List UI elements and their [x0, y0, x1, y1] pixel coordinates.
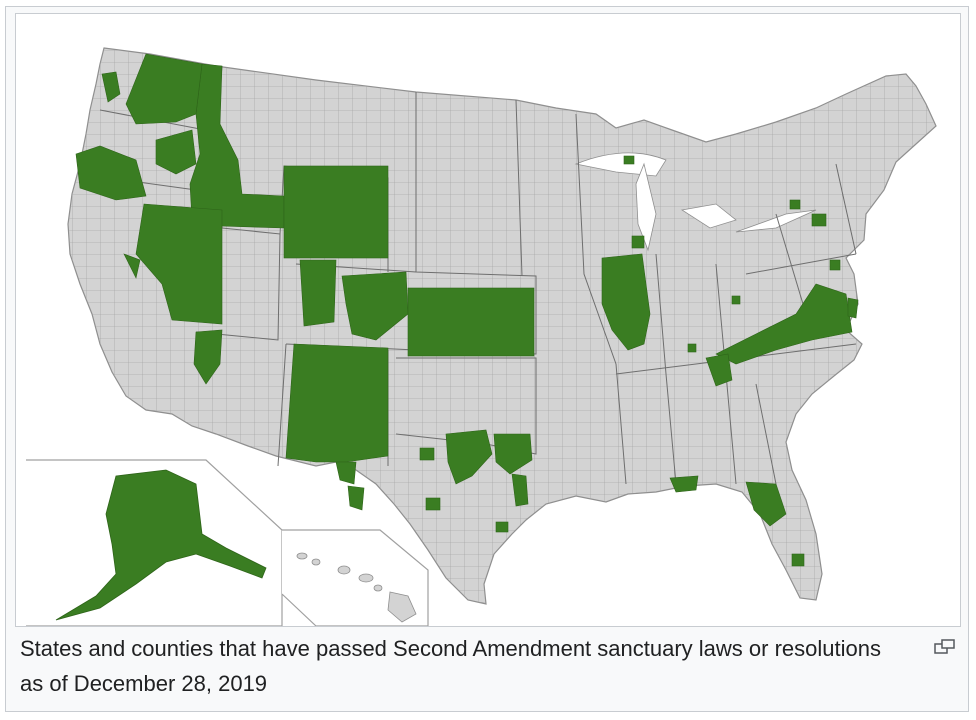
sanctuary-map[interactable]	[15, 13, 961, 627]
figure-thumbnail: States and counties that have passed Sec…	[5, 6, 969, 712]
region-texas	[445, 429, 493, 485]
region-illinois	[601, 253, 651, 351]
region-oregon	[75, 145, 147, 201]
hawaii-islands	[296, 552, 417, 623]
region-kansas	[407, 287, 535, 357]
figure-caption: States and counties that have passed Sec…	[20, 636, 881, 696]
sanctuary-counties	[75, 53, 859, 567]
region-florida	[669, 475, 699, 493]
region-washington	[125, 53, 203, 125]
map-svg	[26, 47, 937, 626]
region-nevada	[135, 203, 223, 325]
region-wyoming	[283, 165, 389, 259]
alaska-inset	[26, 459, 283, 626]
region-alaska	[55, 469, 267, 621]
hawaii-inset	[281, 529, 429, 626]
magnify-icon[interactable]	[934, 639, 956, 655]
region-colorado	[299, 259, 337, 327]
region-new-mexico	[285, 343, 389, 463]
